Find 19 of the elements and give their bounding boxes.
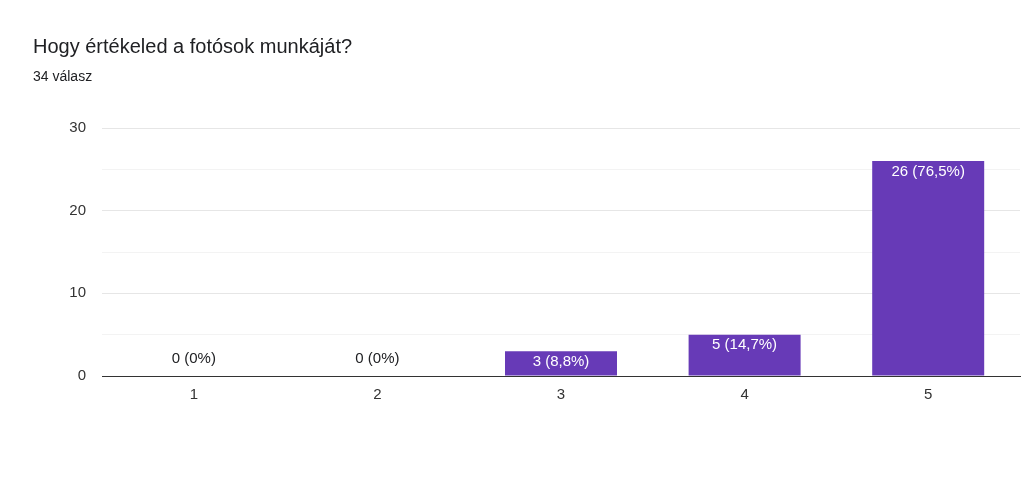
x-tick-label: 2 — [373, 385, 382, 403]
y-tick-label: 10 — [69, 283, 86, 301]
x-tick-label: 3 — [556, 385, 566, 403]
data-label: 3 (8,8%) — [532, 351, 590, 369]
x-tick-label: 4 — [740, 385, 749, 403]
bar — [505, 351, 617, 376]
data-label: 0 (0%) — [355, 348, 400, 366]
data-label: 26 (76,5%) — [891, 161, 965, 179]
x-tick-label: 1 — [189, 385, 198, 403]
chart-title: Hogy értékeled a fotósok munkáját? — [33, 35, 353, 58]
x-tick-label: 5 — [924, 385, 933, 403]
data-label: 5 (14,7%) — [712, 335, 778, 353]
bar — [688, 334, 801, 376]
data-label: 0 (0%) — [171, 348, 216, 366]
y-tick-label: 20 — [69, 200, 86, 218]
chart-subtitle: 34 válasz — [33, 68, 93, 84]
bar — [872, 161, 985, 376]
y-tick-label: 30 — [69, 118, 86, 136]
y-tick-label: 0 — [77, 366, 86, 384]
